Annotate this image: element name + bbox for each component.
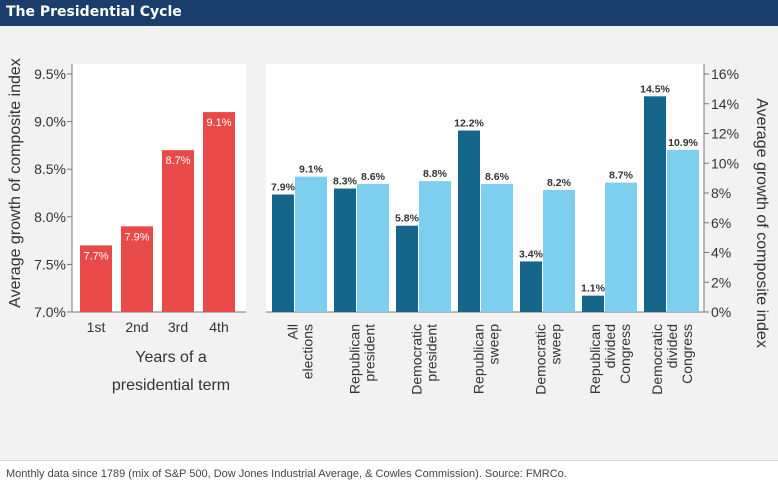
right-x-tick-label: Congress bbox=[679, 324, 695, 384]
left-y-tick-label: 8.5% bbox=[34, 161, 66, 177]
right-bar-data-label: 8.8% bbox=[423, 168, 448, 180]
title-bar: The Presidential Cycle bbox=[0, 0, 778, 26]
right-x-tick-label: Democratic bbox=[533, 324, 549, 395]
left-bar bbox=[121, 226, 153, 312]
page-title: The Presidential Cycle bbox=[6, 4, 182, 20]
right-y-tick-label: 8% bbox=[711, 185, 731, 201]
right-bar-data-label: 8.6% bbox=[361, 171, 386, 183]
left-bar bbox=[203, 112, 235, 312]
right-x-tick-label: divided bbox=[664, 324, 680, 368]
right-y-tick-label: 14% bbox=[711, 96, 739, 112]
left-y-tick-label: 9.0% bbox=[34, 114, 66, 130]
right-bar-series-1 bbox=[458, 130, 480, 312]
right-x-tick-label: sweep bbox=[548, 324, 564, 365]
right-y-tick-label: 4% bbox=[711, 245, 731, 261]
right-bar-series-1 bbox=[334, 188, 356, 312]
right-bar-data-label: 8.2% bbox=[547, 177, 572, 189]
left-y-axis-title: Average growth of composite index bbox=[7, 58, 24, 308]
right-y-tick-label: 12% bbox=[711, 126, 739, 142]
right-bar-series-2 bbox=[605, 182, 637, 312]
right-y-tick-label: 10% bbox=[711, 155, 739, 171]
right-bar-series-2 bbox=[357, 184, 389, 312]
right-bar-series-1 bbox=[644, 96, 666, 312]
right-y-tick-label: 6% bbox=[711, 215, 731, 231]
right-bar-series-1 bbox=[396, 225, 418, 312]
right-bar-series-1 bbox=[520, 261, 542, 312]
right-bar-series-2 bbox=[543, 190, 575, 312]
footer: Monthly data since 1789 (mix of S&P 500,… bbox=[0, 460, 778, 487]
left-y-tick-label: 7.5% bbox=[34, 256, 66, 272]
left-x-tick-label: 1st bbox=[87, 319, 106, 335]
right-bar-data-label: 3.4% bbox=[519, 248, 544, 260]
right-x-tick-label: All bbox=[285, 324, 301, 340]
left-x-axis-title-line: presidential term bbox=[112, 377, 230, 394]
right-bar-series-1 bbox=[272, 194, 294, 312]
right-bar-data-label: 14.5% bbox=[640, 83, 670, 95]
right-bar-data-label: 8.7% bbox=[609, 170, 634, 182]
chart-area: 7.0% 7.5% 8.0% 8.5% 9.0% 9.5% 7.7% 1st 7.9% 2nd 8.… bbox=[0, 26, 778, 460]
right-x-tick-label: Republican bbox=[587, 324, 603, 394]
right-x-tick-label: Democratic bbox=[409, 324, 425, 395]
right-x-tick-label: Republican bbox=[347, 324, 363, 394]
left-bar bbox=[162, 150, 194, 312]
right-bar-data-label: 9.1% bbox=[299, 164, 324, 176]
right-bar-data-label: 7.9% bbox=[271, 181, 296, 193]
right-bar-series-2 bbox=[295, 176, 327, 312]
right-x-tick-label: divided bbox=[602, 324, 618, 368]
right-bar-data-label: 10.9% bbox=[668, 137, 698, 149]
right-bar-series-2 bbox=[667, 149, 699, 312]
right-x-tick-label: sweep bbox=[486, 324, 502, 365]
right-bar-data-label: 5.8% bbox=[395, 213, 420, 225]
left-y-tick-label: 8.0% bbox=[34, 209, 66, 225]
right-y-tick-label: 2% bbox=[711, 274, 731, 290]
right-bar-data-label: 8.6% bbox=[485, 171, 510, 183]
right-x-tick-label: president bbox=[362, 324, 378, 382]
left-bar-data-label: 7.7% bbox=[83, 250, 108, 262]
right-bar-data-label: 12.2% bbox=[454, 118, 484, 130]
left-x-tick-label: 4th bbox=[209, 319, 228, 335]
left-bar-data-label: 9.1% bbox=[206, 117, 231, 129]
left-x-axis-title-line: Years of a bbox=[135, 349, 207, 366]
right-y-axis-title: Average growth of composite index bbox=[753, 98, 770, 348]
chart-svg: 7.0% 7.5% 8.0% 8.5% 9.0% 9.5% 7.7% 1st 7.9% 2nd 8.… bbox=[7, 58, 770, 395]
left-y-tick-label: 9.5% bbox=[34, 66, 66, 82]
left-x-tick-label: 2nd bbox=[125, 319, 148, 335]
right-x-tick-label: Republican bbox=[471, 324, 487, 394]
right-bar-data-label: 1.1% bbox=[581, 283, 606, 295]
left-bar bbox=[80, 245, 112, 312]
left-bar-data-label: 7.9% bbox=[124, 231, 149, 243]
left-y-tick-label: 7.0% bbox=[34, 304, 66, 320]
right-bar-series-2 bbox=[481, 184, 513, 312]
right-x-tick-label: Democratic bbox=[649, 324, 665, 395]
right-y-tick-label: 0% bbox=[711, 304, 731, 320]
right-y-tick-label: 16% bbox=[711, 66, 739, 82]
left-x-tick-label: 3rd bbox=[168, 319, 188, 335]
right-bar-series-2 bbox=[419, 181, 451, 312]
right-bar-data-label: 8.3% bbox=[333, 176, 358, 188]
right-x-tick-label: elections bbox=[300, 324, 316, 379]
left-bar-data-label: 8.7% bbox=[165, 155, 190, 167]
right-bar-series-1 bbox=[582, 295, 604, 312]
right-x-tick-label: Congress bbox=[617, 324, 633, 384]
footer-note: Monthly data since 1789 (mix of S&P 500,… bbox=[6, 468, 567, 480]
right-x-tick-label: president bbox=[424, 324, 440, 382]
